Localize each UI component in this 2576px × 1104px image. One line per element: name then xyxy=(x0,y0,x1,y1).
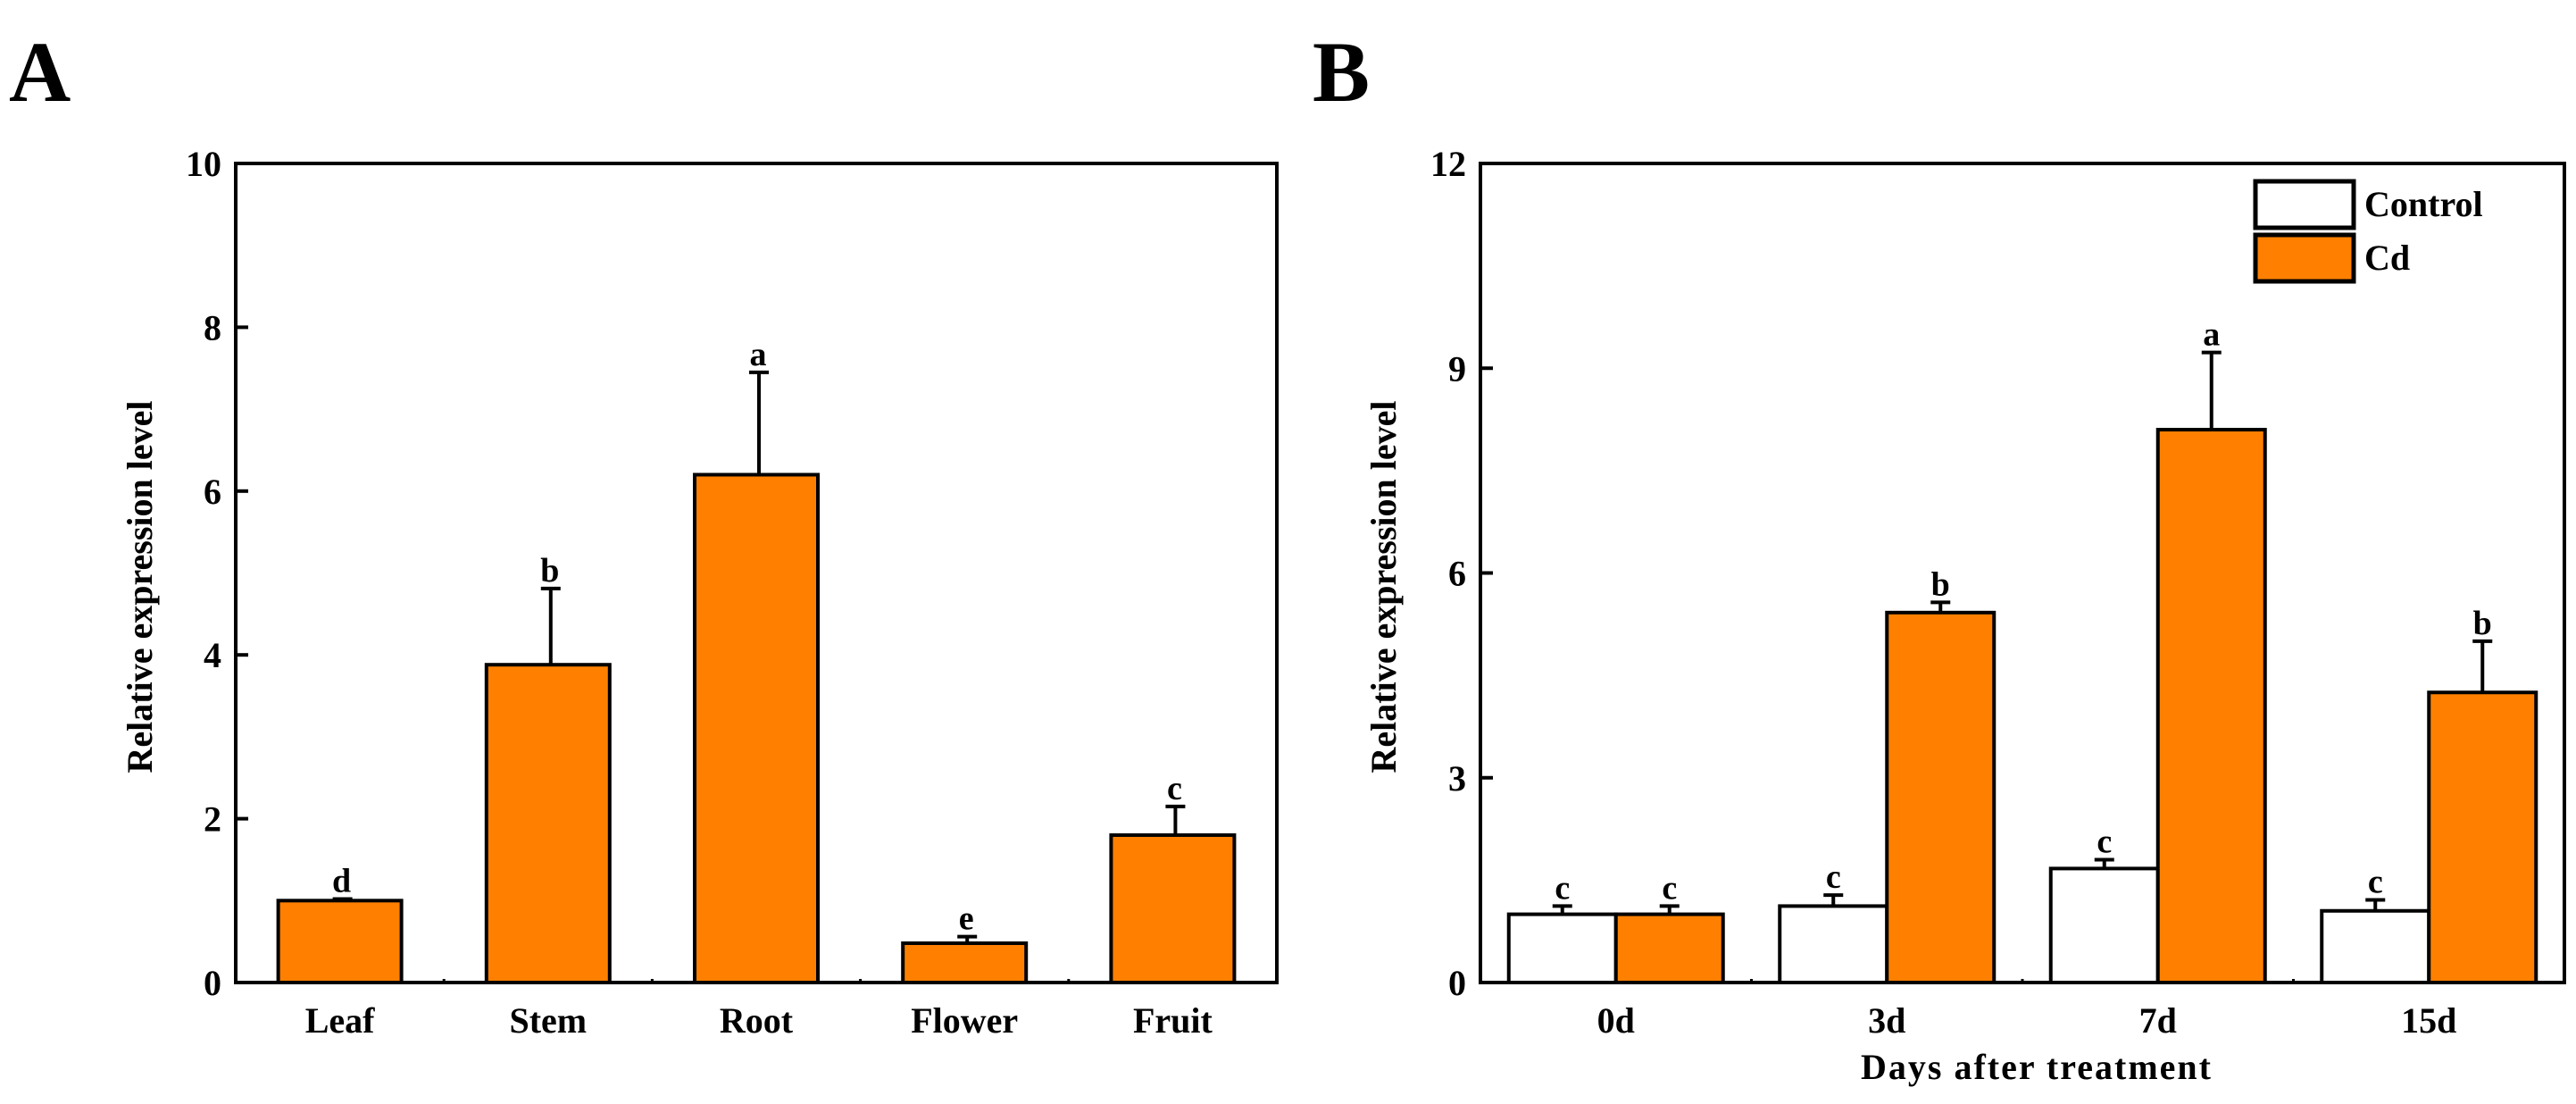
panel-a-bars xyxy=(276,370,1237,985)
panel-b-y-tick-label: 3 xyxy=(1448,758,1466,799)
panel-b-significance-label: c xyxy=(1555,869,1570,907)
panel-a-label: A xyxy=(9,24,71,120)
panel-a-significance-label: a xyxy=(750,336,767,373)
panel-a-category-label: Stem xyxy=(509,1000,587,1041)
panel-b-bars xyxy=(1506,350,2538,985)
panel-b-axes xyxy=(1479,162,2566,984)
panel-b-plot-frame xyxy=(1479,162,2566,984)
panel-a-significance-label: b xyxy=(540,552,559,590)
panel-a: A Relative expression level 0 2 4 6 8 10 d Leaf… xyxy=(9,24,1279,1041)
panel-b-y-tick-label: 0 xyxy=(1448,963,1466,1003)
panel-a-y-axis-title: Relative expression level xyxy=(120,401,160,774)
panel-a-bar-flower xyxy=(901,941,1029,985)
panel-b-bar-cd-7d xyxy=(2155,428,2267,984)
panel-a-y-tick-label: 8 xyxy=(204,307,221,347)
panel-b-bar-cd-3d xyxy=(1885,610,1997,984)
panel-b-category-label: 15d xyxy=(2401,1000,2456,1041)
panel-b-significance-label: c xyxy=(2368,864,2383,901)
panel-b-bar-control-3d xyxy=(1778,904,1889,984)
legend-label-control: Control xyxy=(2364,184,2483,224)
panel-a-bar-fruit xyxy=(1109,832,1237,984)
panel-a-category-label: Fruit xyxy=(1133,1000,1213,1041)
legend-swatch-cd xyxy=(2253,232,2356,284)
panel-b-category-label: 3d xyxy=(1868,1000,1905,1041)
panel-a-y-tick-label: 2 xyxy=(204,799,221,840)
panel-a-y-tick-label: 4 xyxy=(204,635,221,675)
panel-b-significance-label: a xyxy=(2203,316,2220,354)
panel-b-significance-label: b xyxy=(2473,605,2492,642)
panel-a-y-tick-label: 0 xyxy=(204,963,221,1003)
panel-a-bar-leaf xyxy=(276,899,404,984)
panel-b-bar-control-0d xyxy=(1506,912,1618,984)
legend-swatch-control xyxy=(2253,179,2356,230)
panel-b-y-tick-label: 6 xyxy=(1448,554,1466,594)
panel-b-significance-label: c xyxy=(1662,869,1677,907)
panel-b-label: B xyxy=(1313,24,1370,120)
panel-b-labels: 0 3 6 9 12 c c 0d c b 3d c a 7d c b 15d xyxy=(1430,144,2492,1041)
panel-a-y-tick-label: 6 xyxy=(204,472,221,512)
panel-b-bar-cd-0d xyxy=(1613,912,1725,984)
panel-b-significance-label: b xyxy=(1931,565,1950,603)
panel-b-x-axis-title: Days after treatment xyxy=(1861,1047,2213,1087)
panel-a-bar-root xyxy=(693,473,820,984)
panel-a-significance-label: c xyxy=(1167,770,1182,807)
panel-a-category-label: Flower xyxy=(911,1000,1018,1041)
panel-b-bar-cd-15d xyxy=(2427,690,2538,985)
panel-b-y-tick-label: 9 xyxy=(1448,348,1466,389)
panel-b-significance-label: c xyxy=(2097,823,2112,860)
panel-a-significance-label: e xyxy=(959,900,974,938)
panel-b-y-axis-title: Relative expression level xyxy=(1363,401,1404,774)
panel-a-bar-stem xyxy=(484,663,612,984)
panel-b-category-label: 0d xyxy=(1597,1000,1635,1041)
panel-b-category-label: 7d xyxy=(2139,1000,2177,1041)
panel-a-y-tick-label: 10 xyxy=(186,144,221,184)
panel-b-bar-control-7d xyxy=(2048,866,2160,984)
panel-a-significance-label: d xyxy=(332,862,351,899)
panel-a-labels: 0 2 4 6 8 10 d Leaf b Stem a Root e Flower c Fruit xyxy=(186,144,1213,1041)
panel-a-category-label: Leaf xyxy=(305,1000,375,1041)
panel-b-y-tick-label: 12 xyxy=(1430,144,1466,184)
panel-b: B Relative expression level Days after t… xyxy=(1313,24,2566,1087)
panel-b-bar-control-15d xyxy=(2320,908,2431,985)
legend-label-cd: Cd xyxy=(2364,238,2410,278)
panel-b-legend: Control Cd xyxy=(2253,179,2483,284)
panel-a-category-label: Root xyxy=(720,1000,794,1041)
panel-b-significance-label: c xyxy=(1826,858,1841,896)
